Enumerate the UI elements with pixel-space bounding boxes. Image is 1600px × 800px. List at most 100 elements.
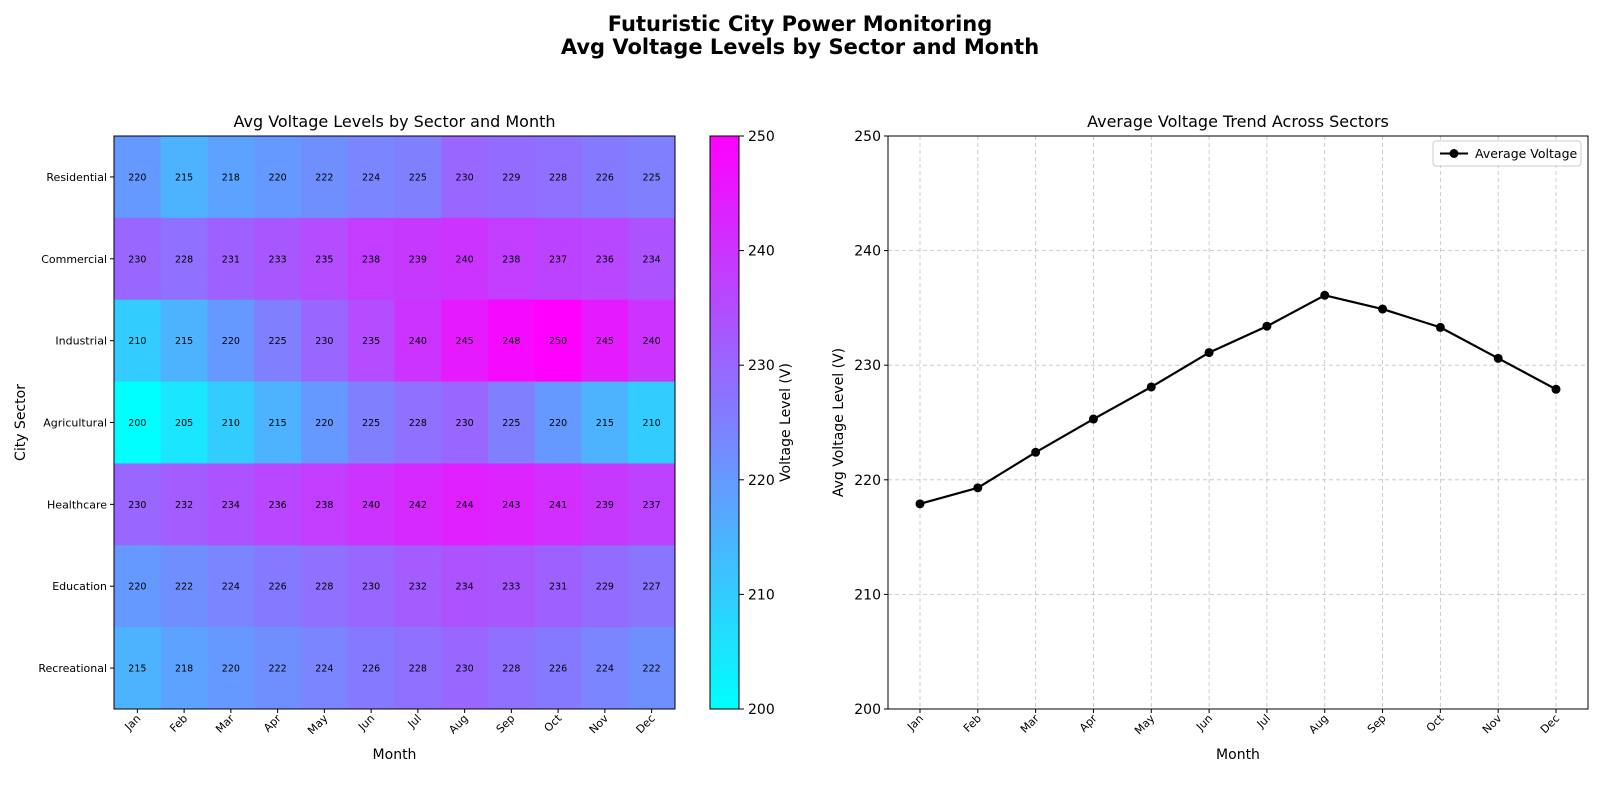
heatmap-cell-value: 234 [643, 254, 661, 265]
heatmap-cell-healthcare-mar [207, 463, 255, 546]
data-point-feb [973, 483, 983, 493]
heatmap-cell-healthcare-oct [534, 463, 582, 546]
heatmap-cell-residential-jan [114, 136, 162, 219]
heatmap-cell-value: 224 [362, 172, 380, 183]
line-chart: Average Voltage Trend Across Sectors Jan… [831, 112, 1589, 763]
heatmap-cell-value: 243 [502, 500, 520, 511]
heatmap-x-tick-jul: Jul [405, 712, 424, 731]
heatmap-cell-value: 230 [315, 336, 333, 347]
heatmap-cell-value: 228 [409, 664, 427, 675]
heatmap-cell-education-nov [581, 545, 629, 628]
heatmap-cell-recreational-mar [207, 627, 255, 710]
heatmap-x-tick-nov: Nov [587, 712, 612, 737]
line-chart-x-tick-sep: Sep [1365, 712, 1389, 736]
heatmap-cell-commercial-jun [347, 217, 395, 301]
heatmap-cell-recreational-may [301, 627, 349, 710]
heatmap-x-tick-may: May [305, 712, 331, 738]
heatmap-cell-value: 220 [222, 336, 240, 347]
heatmap-cell-value: 229 [596, 582, 614, 593]
heatmap-cell-industrial-jul [394, 299, 442, 383]
heatmap-cell-value: 224 [315, 664, 333, 675]
heatmap-cell-recreational-aug [441, 627, 489, 710]
heatmap-cell-education-dec [628, 545, 676, 628]
heatmap-cell-agricultural-may [301, 381, 349, 464]
heatmap-cell-recreational-jan [114, 627, 162, 710]
heatmap-cell-value: 230 [362, 582, 380, 593]
line-chart-y-tick-220: 220 [854, 473, 881, 489]
heatmap-cell-industrial-feb [160, 299, 208, 383]
heatmap-cell-value: 225 [362, 418, 380, 429]
heatmap-cell-value: 205 [175, 418, 193, 429]
heatmap-cell-value: 222 [175, 582, 193, 593]
heatmap-cell-value: 238 [315, 500, 333, 511]
line-chart-legend: Average Voltage [1432, 140, 1582, 167]
heatmap-cell-agricultural-sep [488, 381, 536, 464]
heatmap-cell-value: 215 [128, 664, 146, 675]
heatmap-cell-value: 235 [315, 254, 333, 265]
heatmap-cell-recreational-feb [160, 627, 208, 710]
data-point-nov [1493, 353, 1503, 363]
line-chart-x-tick-nov: Nov [1480, 712, 1505, 737]
heatmap-cell-industrial-oct [534, 299, 582, 383]
heatmap-cell-value: 228 [549, 172, 567, 183]
heatmap-cell-agricultural-nov [581, 381, 629, 464]
heatmap-cell-value: 226 [596, 172, 614, 183]
heatmap-cell-value: 238 [502, 254, 520, 265]
legend-box [1432, 140, 1582, 167]
heatmap-x-tick-sep: Sep [494, 712, 518, 736]
heatmap-cell-industrial-dec [628, 299, 676, 383]
heatmap-y-tick-agricultural: Agricultural [43, 417, 107, 430]
series-line-average-voltage [919, 294, 1557, 505]
heatmap-cell-value: 210 [128, 336, 146, 347]
data-point-mar [1031, 447, 1041, 457]
heatmap-cell-residential-jun [347, 136, 395, 219]
heatmap-cell-value: 235 [362, 336, 380, 347]
heatmap-cell-value: 228 [315, 582, 333, 593]
colorbar-tick-210: 210 [748, 587, 775, 603]
heatmap-cell-value: 226 [269, 582, 287, 593]
line-chart-x-tick-mar: Mar [1018, 712, 1042, 736]
heatmap-cell-education-jan [114, 545, 162, 628]
heatmap-cell-healthcare-jun [347, 463, 395, 546]
heatmap-cell-commercial-may [301, 217, 349, 301]
heatmap-cell-value: 240 [643, 336, 661, 347]
heatmap-cell-education-may [301, 545, 349, 628]
line-chart-frame [887, 135, 1589, 710]
heatmap-cell-value: 228 [175, 254, 193, 265]
data-point-sep [1378, 304, 1388, 314]
heatmap-cell-residential-apr [254, 136, 302, 219]
heatmap-cell-value: 250 [549, 336, 567, 347]
heatmap-cell-labels: 220 215 218 220 222 224 225 230 229 228 226 225 230 2… [128, 172, 660, 674]
colorbar: 200 210 220 230 240 250 Voltage Level (V) [709, 129, 794, 718]
heatmap-cell-value: 224 [596, 664, 614, 675]
heatmap-cell-residential-dec [628, 136, 676, 219]
line-chart-y-axis-label: Avg Voltage Level (V) [831, 348, 847, 497]
heatmap-x-tick-jun: Jun [355, 712, 377, 734]
heatmap-cell-value: 248 [502, 336, 520, 347]
heatmap-cell-value: 228 [502, 664, 520, 675]
heatmap-cell-residential-sep [488, 136, 536, 219]
heatmap-cell-healthcare-dec [628, 463, 676, 546]
heatmap-cell-value: 240 [456, 254, 474, 265]
heatmap-cell-agricultural-dec [628, 381, 676, 464]
line-chart-x-tick-dec: Dec [1538, 712, 1562, 736]
heatmap-cell-healthcare-feb [160, 463, 208, 546]
line-chart-x-tick-aug: Aug [1306, 712, 1330, 736]
heatmap-cell-value: 234 [456, 582, 474, 593]
heatmap-cell-value: 231 [222, 254, 240, 265]
heatmap-cell-value: 228 [409, 418, 427, 429]
heatmap-y-ticks: Residential Commercial Industrial Agricultu… [38, 171, 114, 675]
heatmap-cell-value: 231 [549, 582, 567, 593]
heatmap-cell-value: 225 [643, 172, 661, 183]
line-chart-grid [888, 135, 1588, 710]
heatmap-cell-education-aug [441, 545, 489, 628]
heatmap-cell-commercial-dec [628, 217, 676, 301]
heatmap-x-tick-mar: Mar [213, 712, 237, 736]
heatmap-cell-value: 232 [175, 500, 193, 511]
heatmap-cell-industrial-mar [207, 299, 255, 383]
heatmap-cell-industrial-may [301, 299, 349, 383]
line-chart-x-axis-label: Month [1216, 747, 1260, 763]
heatmap-cell-agricultural-apr [254, 381, 302, 464]
heatmap-cell-commercial-aug [441, 217, 489, 301]
